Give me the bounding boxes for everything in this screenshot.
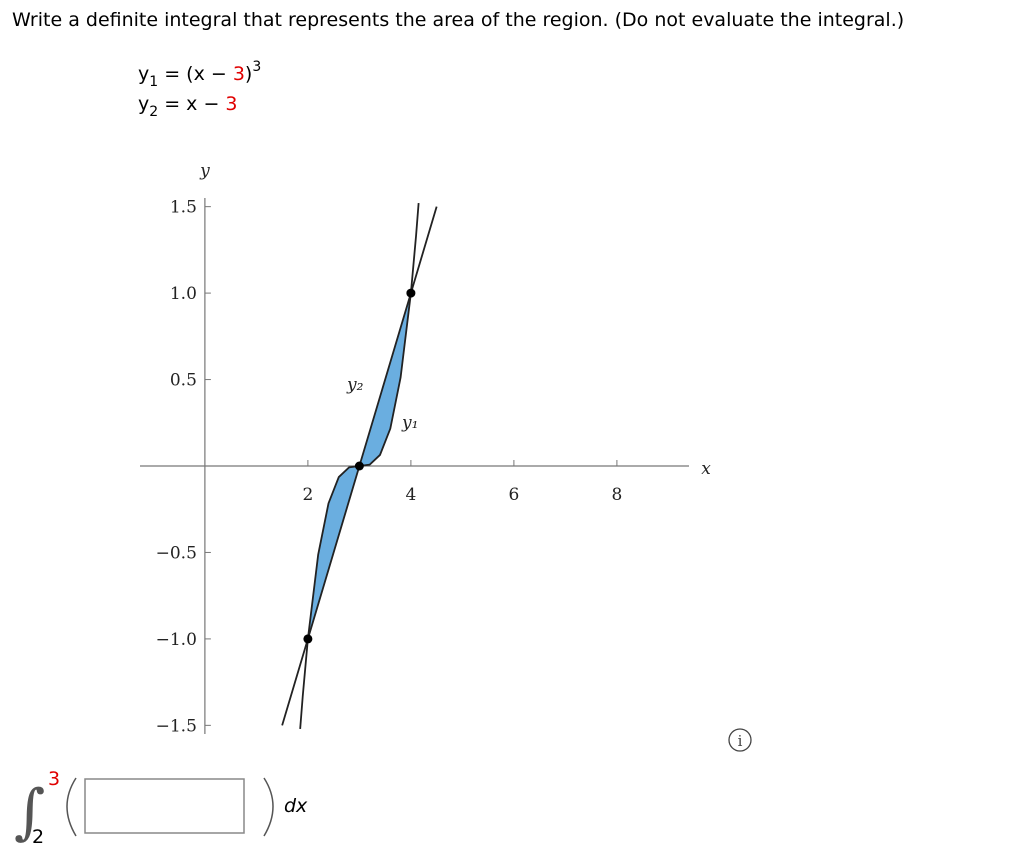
eq-text: = x − — [158, 93, 225, 115]
integral-sign: ∫ — [14, 777, 45, 847]
y-tick-label: 0.5 — [170, 371, 197, 391]
equation: y2 = x − 3 — [138, 93, 238, 120]
eq-const: 3 — [225, 93, 237, 115]
x-tick-label: 6 — [508, 485, 519, 505]
y-tick-label: −1.0 — [156, 630, 197, 650]
equation: y1 = (x − 3)3 — [138, 59, 261, 90]
curve-label: y₂ — [346, 375, 364, 395]
y-tick-label: −1.5 — [156, 716, 197, 736]
y-axis-label: y — [199, 161, 210, 181]
graph: x y 2 4 6 8 −1.5 −1.0 −0.5 0.5 1.0 1.5 y₁ y₂ — [140, 161, 711, 736]
intersection-point — [406, 288, 416, 298]
eq-var: y — [138, 93, 149, 115]
eq-var: y — [138, 63, 149, 85]
x-tick-label: 4 — [405, 485, 416, 505]
eq-sub: 1 — [149, 74, 158, 90]
x-tick-label: 8 — [611, 485, 622, 505]
paren-right — [263, 777, 274, 837]
eq-const: 3 — [233, 63, 245, 85]
intersection-point — [354, 461, 364, 471]
answer-input[interactable] — [84, 778, 245, 834]
eq-exp: 3 — [252, 59, 261, 75]
eq-text: ) — [245, 63, 252, 85]
info-icon-label: i — [738, 732, 743, 750]
x-tick-label: 2 — [302, 485, 313, 505]
info-icon[interactable] — [728, 728, 752, 752]
paren-left — [66, 777, 77, 837]
upper-bound: 3 — [48, 768, 60, 790]
question: Write a definite integral that represent… — [12, 9, 904, 31]
y-tick-label: −0.5 — [156, 543, 197, 563]
lower-bound: 2 — [32, 826, 44, 848]
eq-sub: 2 — [149, 104, 158, 120]
y-tick-label: 1.0 — [170, 284, 197, 304]
intersection-point — [303, 634, 313, 644]
eq-text: = (x − — [158, 63, 233, 85]
curve-label: y₁ — [401, 413, 418, 433]
differential: dx — [284, 795, 308, 817]
x-axis-label: x — [701, 459, 711, 479]
y-tick-label: 1.5 — [170, 198, 197, 218]
